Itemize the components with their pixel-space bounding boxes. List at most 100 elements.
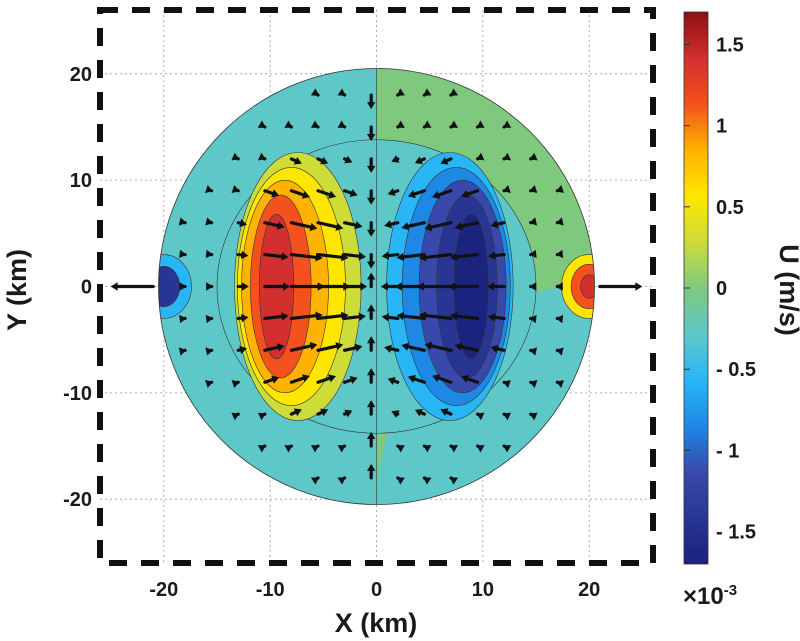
vector-head (301, 190, 310, 199)
vector-head (529, 282, 537, 291)
vector-head (555, 347, 564, 356)
x-tick-label: 10 (472, 579, 494, 601)
vector-head (366, 229, 376, 237)
vector-head (310, 120, 320, 128)
vector-head (366, 197, 376, 205)
vector-head (448, 282, 456, 291)
vector-head (391, 155, 400, 163)
vector-head (344, 155, 353, 164)
vector-head (358, 252, 367, 261)
vector-head (281, 252, 289, 261)
vector-head (396, 252, 405, 262)
x-tick-label: -20 (149, 579, 178, 601)
vector-head (529, 412, 538, 421)
vector-shaft (316, 221, 341, 230)
domain-boundary (158, 68, 595, 505)
vector-head (349, 188, 358, 197)
vector-head (503, 120, 512, 128)
vector-head (424, 341, 433, 350)
vector-head (529, 380, 538, 388)
vector-head (335, 342, 344, 351)
vector-head (328, 190, 337, 199)
vector-head (240, 313, 249, 323)
colorbar-multiplier: ×10-3 (683, 582, 737, 610)
vector-shaft (263, 252, 287, 259)
vector-head (335, 222, 344, 231)
vector-head (401, 342, 410, 351)
colorbar-tick-label: - 1 (716, 440, 739, 462)
x-tick-label: 0 (371, 579, 382, 601)
vector-head (360, 282, 368, 291)
vector-head (231, 152, 240, 161)
vector-shaft (263, 314, 287, 321)
colorbar-tick-label: - 0.5 (716, 359, 756, 381)
vector-head (490, 220, 499, 229)
vector-shaft (316, 252, 347, 260)
vector-head (454, 342, 463, 351)
vector-shaft (456, 221, 480, 229)
vector-head (293, 156, 302, 165)
vector-head (284, 445, 293, 453)
vector-shaft (403, 221, 426, 229)
vector-shaft (289, 343, 316, 352)
colorbar-tick-label: 0 (716, 278, 727, 300)
vector-head (449, 120, 459, 128)
vector-head (502, 412, 512, 421)
vector-head (301, 374, 310, 383)
vector-shaft (452, 314, 480, 321)
vector-head (529, 347, 538, 356)
vector-head (337, 120, 346, 128)
vector-head (387, 187, 396, 196)
vector-head (423, 120, 432, 128)
vector-head (271, 375, 280, 384)
vector-head (476, 152, 485, 161)
colorbar-tick-labels: 1.5 1 0.5 0 - 0.5 - 1 - 1.5 (684, 34, 756, 544)
vector-head (366, 400, 376, 408)
vector-head (257, 152, 267, 161)
vector-head (337, 88, 346, 96)
vector-head (401, 222, 410, 231)
x-tick-label: 20 (578, 579, 600, 601)
y-tick-label: 20 (70, 64, 92, 86)
vector-head (354, 221, 363, 230)
vector-head (490, 344, 499, 353)
vector-head (231, 185, 240, 193)
vector-head (358, 312, 367, 321)
vector-head (328, 374, 337, 383)
vector-head (276, 343, 285, 352)
vector-head (276, 221, 285, 230)
vector-head (449, 445, 459, 453)
vector-head (366, 272, 376, 280)
vector-head (366, 432, 376, 440)
vector-head (449, 252, 458, 262)
vector-head (423, 445, 432, 453)
vector-head (204, 185, 213, 193)
vector-head (416, 282, 424, 291)
vector-head (555, 217, 564, 226)
x-axis-label: X (km) (335, 608, 418, 638)
x-tick-label: -10 (256, 579, 285, 601)
vector-head (432, 374, 441, 383)
vector-head (488, 251, 496, 260)
vector-head (293, 408, 302, 417)
vector-head (179, 314, 187, 324)
vector-head (366, 133, 376, 141)
vector-head (239, 345, 248, 354)
vector-head (310, 477, 320, 485)
vector-head (366, 463, 376, 471)
vector-head (204, 380, 213, 388)
vector-head (440, 408, 449, 417)
vector-head (449, 88, 459, 96)
plot-frame (97, 7, 656, 566)
vector-head (502, 380, 511, 388)
vector-head (555, 282, 563, 291)
colorbar: 1.5 1 0.5 0 - 0.5 - 1 - 1.5 U (m/s) ×10-3 (683, 11, 800, 610)
vector-head (283, 282, 291, 291)
vector-head (310, 88, 320, 96)
vector-head (384, 344, 392, 353)
vector-head (205, 249, 214, 259)
colorbar-tick-label: 0.5 (716, 197, 744, 219)
vector-head (110, 282, 118, 291)
vector-head (391, 410, 400, 418)
frame-dash (97, 7, 656, 566)
